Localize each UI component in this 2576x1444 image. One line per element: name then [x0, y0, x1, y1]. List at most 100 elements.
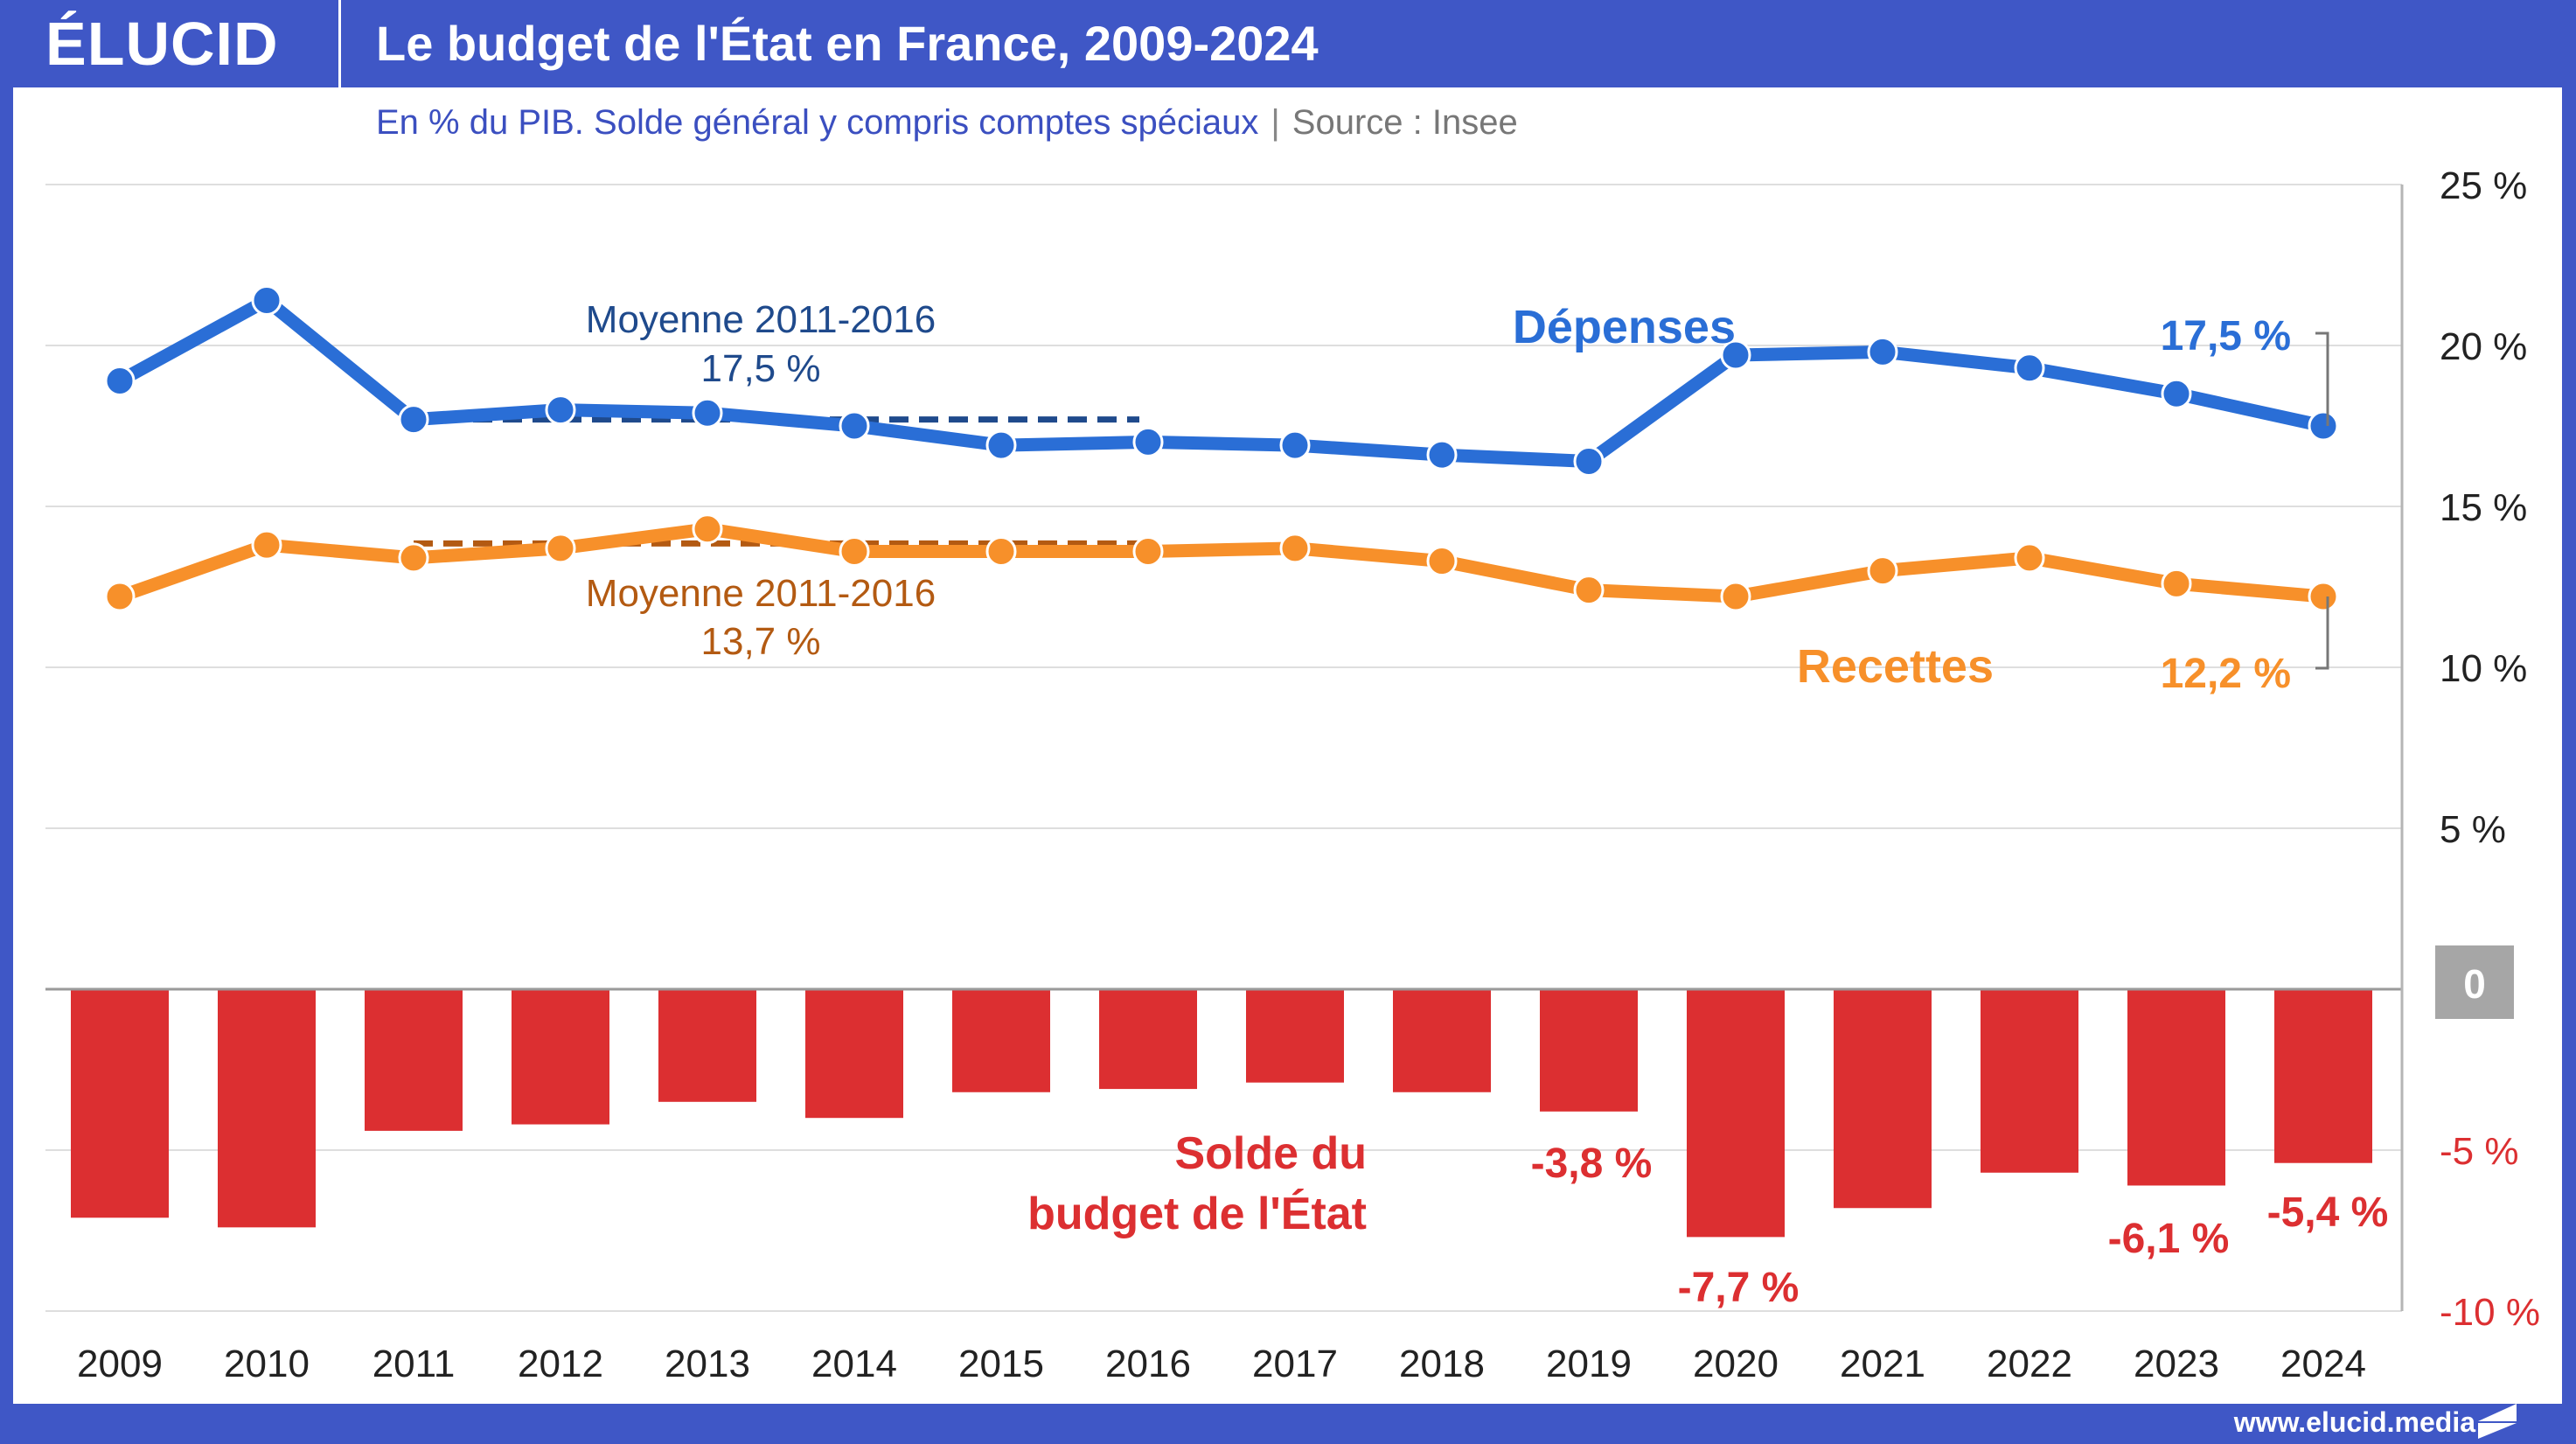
chart-subtitle: En % du PIB. Solde général y compris com… — [376, 98, 1518, 147]
depenses-point — [1426, 439, 1458, 471]
depenses-point — [1132, 426, 1164, 457]
recettes-point — [398, 542, 429, 574]
solde-bar — [1099, 989, 1197, 1090]
recettes-point — [104, 581, 136, 612]
chart-labels: Moyenne 2011-2016 17,5 % Moyenne 2011-2016… — [586, 298, 2389, 1311]
bracket-connector — [2315, 331, 2329, 426]
zero-badge — [2435, 945, 2514, 1019]
depenses-point — [1720, 339, 1751, 371]
recettes-point — [2161, 568, 2192, 599]
solde-bar — [1834, 989, 1932, 1209]
recettes-point — [1867, 555, 1898, 587]
depenses-point — [1573, 445, 1605, 477]
recettes-last-value: 12,2 % — [2161, 651, 2291, 697]
x-tick-label: 2019 — [1546, 1343, 1632, 1385]
solde-bar — [658, 989, 756, 1102]
x-tick-label: 2013 — [665, 1343, 750, 1385]
solde-bar — [2127, 989, 2225, 1186]
bar-value-label: -6,1 % — [2108, 1216, 2230, 1262]
x-tick-label: 2010 — [224, 1343, 310, 1385]
depenses-line — [116, 293, 2325, 468]
recettes-point — [2308, 581, 2339, 612]
depenses-last-value: 17,5 % — [2161, 313, 2291, 359]
x-tick-label: 2021 — [1840, 1343, 1925, 1385]
y-tick-label: 0 — [2463, 961, 2486, 1007]
solde-bar — [805, 989, 903, 1119]
recettes-point — [545, 533, 576, 564]
y-axis: 25 % 20 % 15 % 10 % 5 % 0 -5 % -10 % — [2400, 164, 2540, 1334]
recettes-point — [1132, 536, 1164, 568]
y-tick-label: 20 % — [2440, 325, 2527, 368]
x-tick-label: 2017 — [1252, 1343, 1338, 1385]
depenses-point — [104, 365, 136, 396]
x-tick-label: 2022 — [1987, 1343, 2072, 1385]
source-text: Source : Insee — [1291, 103, 1518, 142]
moyenne-depenses-label: Moyenne 2011-2016 — [586, 298, 936, 341]
y-tick-label: 25 % — [2440, 164, 2527, 207]
solde-bar — [1981, 989, 2078, 1173]
solde-bar — [952, 989, 1050, 1092]
elucid-logo[interactable]: ÉLUCID — [45, 10, 279, 78]
depenses-point — [985, 429, 1017, 461]
footer-url[interactable]: www.elucid.media — [2233, 1406, 2475, 1438]
solde-bar — [365, 989, 463, 1131]
solde-series-label: Solde du — [1174, 1128, 1367, 1179]
recettes-point — [839, 536, 870, 568]
x-tick-label: 2016 — [1105, 1343, 1191, 1385]
bracket-connector — [2315, 596, 2329, 670]
elucid-mark-icon — [2478, 1404, 2517, 1439]
depenses-point — [692, 397, 723, 429]
moyenne-recettes-label: Moyenne 2011-2016 — [586, 572, 936, 615]
recettes-point — [2014, 542, 2045, 574]
x-tick-label: 2014 — [811, 1343, 897, 1385]
solde-bar — [512, 989, 609, 1125]
solde-bar — [1246, 989, 1344, 1083]
solde-bar — [1540, 989, 1638, 1112]
y-tick-label: -10 % — [2440, 1291, 2540, 1334]
solde-bars — [71, 989, 2372, 1238]
solde-bar — [218, 989, 316, 1228]
solde-series-label: budget de l'État — [1027, 1189, 1367, 1239]
y-tick-label: 15 % — [2440, 486, 2527, 529]
header-separator — [338, 0, 341, 87]
solde-bar — [2274, 989, 2372, 1163]
x-tick-label: 2015 — [958, 1343, 1044, 1385]
depenses-point — [2308, 410, 2339, 442]
moyenne-depenses-value: 17,5 % — [701, 347, 821, 390]
recettes-line — [117, 522, 2324, 603]
subtitle-text: En % du PIB. Solde général y compris com… — [376, 103, 1259, 142]
recettes-point — [1279, 533, 1311, 564]
depenses-point — [2014, 352, 2045, 384]
recettes-series-label: Recettes — [1797, 640, 1994, 693]
bar-value-label: -7,7 % — [1678, 1265, 1800, 1311]
recettes-point — [692, 513, 723, 545]
x-tick-label: 2024 — [2280, 1343, 2366, 1385]
depenses-point — [1867, 336, 1898, 367]
bar-value-label: -3,8 % — [1531, 1141, 1653, 1187]
x-axis: 2009 2010 2011 2012 2013 2014 2015 2016 2017 2018… — [77, 1343, 2366, 1385]
recettes-point — [1720, 581, 1751, 612]
bar-value-label: -5,4 % — [2267, 1189, 2389, 1236]
solde-bar — [1393, 989, 1491, 1092]
recettes-point — [1426, 546, 1458, 577]
moyenne-recettes-value: 13,7 % — [701, 620, 821, 663]
solde-bar — [1687, 989, 1785, 1238]
chart-title: Le budget de l'État en France, 2009-2024 — [376, 16, 1319, 71]
depenses-point — [398, 404, 429, 436]
solde-bar — [71, 989, 169, 1218]
depenses-point — [2161, 378, 2192, 409]
y-tick-label: 10 % — [2440, 647, 2527, 690]
y-tick-label: 5 % — [2440, 808, 2506, 851]
recettes-point — [985, 536, 1017, 568]
recettes-point — [1573, 575, 1605, 606]
depenses-point — [839, 410, 870, 442]
header-bar: ÉLUCID Le budget de l'État en France, 20… — [0, 0, 2576, 87]
depenses-point — [545, 394, 576, 426]
x-tick-label: 2023 — [2134, 1343, 2219, 1385]
line-series — [104, 284, 2339, 612]
y-tick-label: -5 % — [2440, 1130, 2518, 1173]
subtitle-separator: | — [1271, 103, 1280, 142]
x-tick-label: 2011 — [372, 1343, 456, 1385]
x-tick-label: 2009 — [77, 1343, 163, 1385]
